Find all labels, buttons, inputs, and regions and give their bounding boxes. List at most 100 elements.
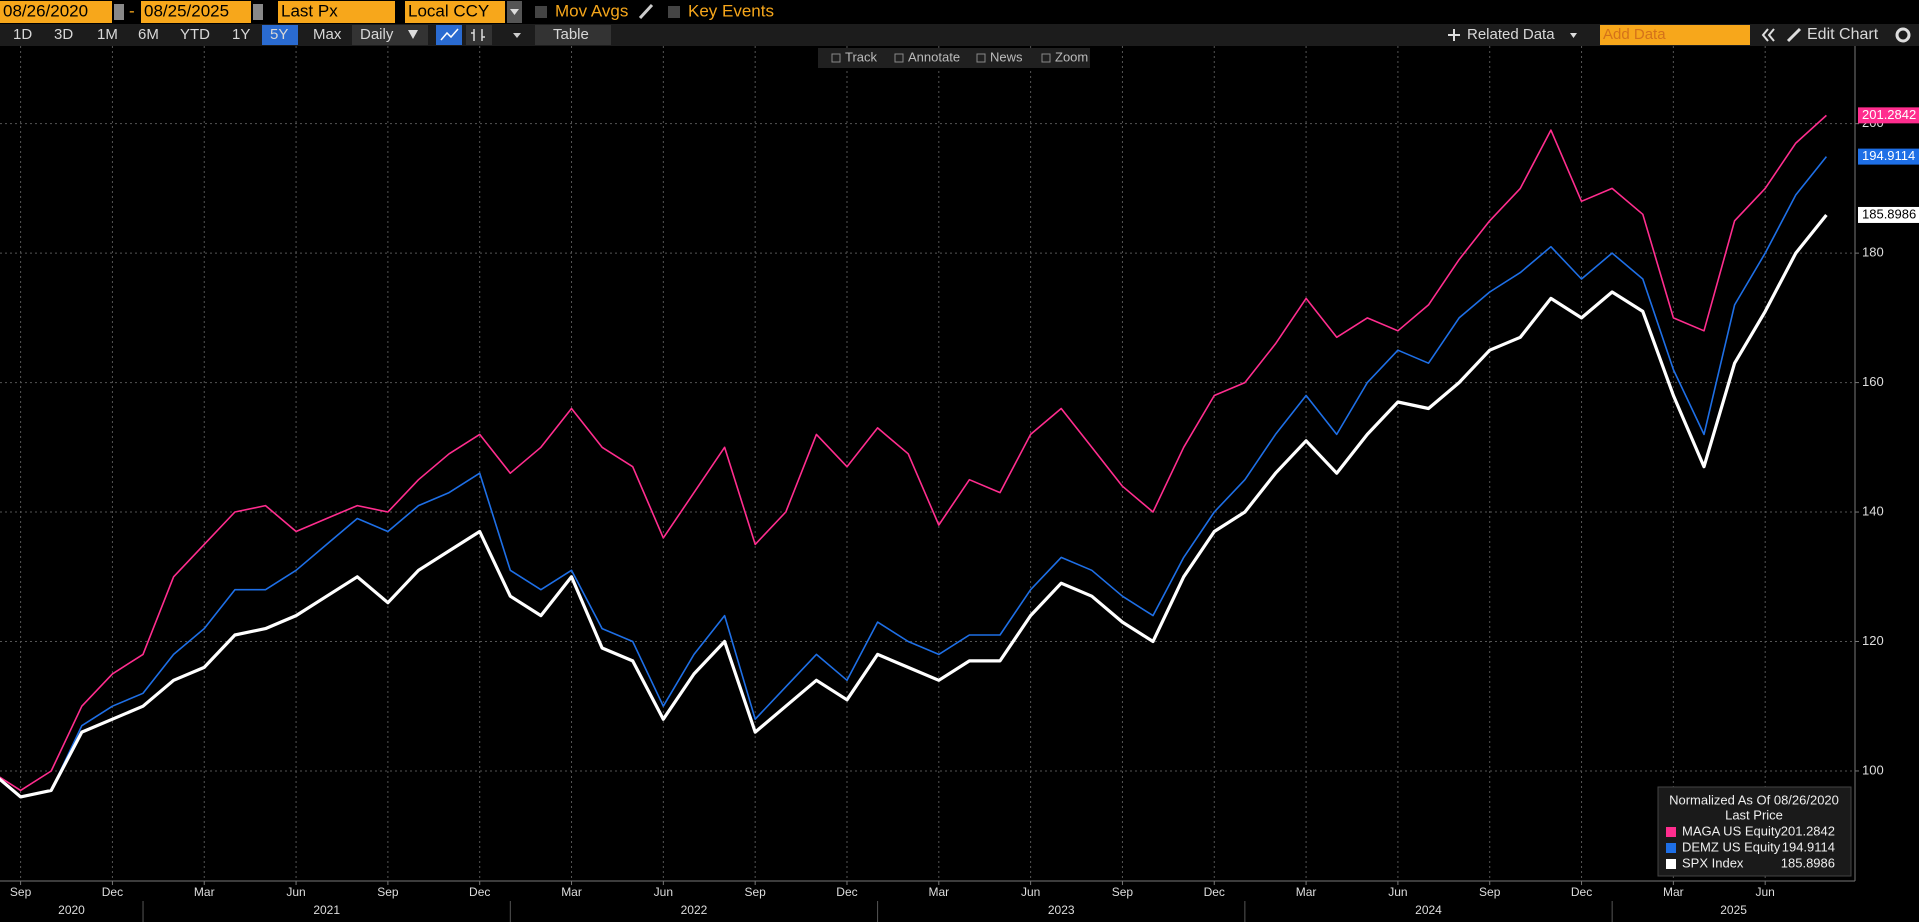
tool-icon — [894, 53, 904, 63]
plot-tool[interactable]: Annotate — [908, 49, 960, 64]
mov-avgs-checkbox[interactable] — [535, 6, 547, 18]
last-value-tags: 201.2842 194.9114 185.8986 — [1858, 107, 1919, 223]
line-icon — [440, 28, 459, 41]
plot-tool[interactable]: News — [990, 49, 1023, 64]
lines — [0, 114, 1828, 799]
x-tick-label: Jun — [286, 885, 305, 899]
x-tick-label: Mar — [194, 885, 215, 899]
x-tick-label: Dec — [1571, 885, 1592, 899]
x-tick-label: Sep — [1112, 885, 1134, 899]
collapse-icon[interactable] — [1761, 28, 1775, 42]
ohlc-icon — [471, 29, 485, 41]
field: Last Px — [281, 1, 338, 20]
dropdown-arrow[interactable] — [513, 33, 521, 38]
last-value-tag — [1858, 206, 1919, 223]
legend-name: DEMZ US Equity — [1682, 839, 1781, 854]
range-button[interactable]: 6M — [138, 26, 159, 43]
legend-subtitle: Last Price — [1725, 807, 1783, 822]
last-value-label: 201.2842 — [1862, 107, 1916, 122]
year-label: 2025 — [1720, 903, 1747, 917]
x-tick-label: Mar — [1663, 885, 1684, 899]
tool-icon — [831, 53, 841, 63]
y-tick-label: 180 — [1862, 245, 1884, 260]
legend-swatch — [1666, 859, 1676, 869]
date-separator: - — [129, 1, 135, 20]
range-button[interactable]: 1Y — [232, 26, 250, 43]
calendar-icon[interactable] — [114, 4, 124, 20]
legend-title: Normalized As Of 08/26/2020 — [1669, 792, 1839, 807]
y-tick-label: 160 — [1862, 374, 1884, 389]
x-tick-label: Jun — [1756, 885, 1775, 899]
start-date-input[interactable] — [0, 1, 112, 23]
legend-swatch — [1666, 843, 1676, 853]
add-data: Add Data — [1603, 26, 1666, 43]
plot-tool[interactable]: Zoom — [1055, 49, 1088, 64]
end-date-input[interactable] — [141, 1, 251, 23]
x-tick-label: Dec — [836, 885, 857, 899]
mov-avgs: Mov Avgs — [555, 1, 628, 20]
series-line — [0, 213, 1828, 799]
legend-value: 185.8986 — [1781, 855, 1835, 870]
legend-swatch — [1666, 827, 1676, 837]
dropdown-arrow — [510, 9, 519, 15]
table: Table — [553, 26, 589, 43]
year-label: 2021 — [313, 903, 340, 917]
x-tick-label: Sep — [744, 885, 766, 899]
x-tick-label: Mar — [1296, 885, 1317, 899]
series-line — [0, 114, 1827, 792]
x-tick-label: Mar — [928, 885, 949, 899]
year-label: 2024 — [1415, 903, 1442, 917]
tool-icon — [1041, 53, 1051, 63]
related-data[interactable]: Related Data — [1467, 26, 1555, 43]
year-label: 2022 — [681, 903, 708, 917]
range-button[interactable]: 5Y — [270, 26, 288, 43]
x-tick-label: Sep — [10, 885, 32, 899]
x-tick-label: Sep — [377, 885, 399, 899]
y-tick-label: 120 — [1862, 633, 1884, 648]
x-tick-label: Dec — [1204, 885, 1225, 899]
x-tick-label: Dec — [469, 885, 490, 899]
x-tick-label: Mar — [561, 885, 582, 899]
y-tick-label: 100 — [1862, 762, 1884, 777]
pencil-icon[interactable] — [638, 3, 654, 20]
dropdown-arrow — [408, 30, 418, 39]
y-tick-label: 140 — [1862, 503, 1884, 518]
x-tick-label: Dec — [102, 885, 123, 899]
plot-toolbar — [818, 48, 1090, 68]
year-label: 2020 — [58, 903, 85, 917]
currency-input[interactable] — [405, 1, 505, 23]
frequency: Daily — [360, 26, 394, 43]
legend-value: 194.9114 — [1782, 839, 1835, 854]
x-tick-label: Jun — [1388, 885, 1407, 899]
range-button[interactable]: 1D — [13, 26, 32, 43]
legend — [1657, 786, 1852, 877]
x-tick-label: Jun — [654, 885, 673, 899]
calendar-icon[interactable] — [253, 4, 263, 20]
axes: 100120140160180200SepDecMarJunSepDecMarJ… — [10, 115, 1884, 922]
tool-icon — [976, 53, 986, 63]
last-value-tag — [1858, 148, 1919, 165]
end-date: 08/25/2025 — [144, 1, 229, 20]
last-value-tag — [1858, 107, 1919, 124]
x-tick-label: Sep — [1479, 885, 1501, 899]
pencil-icon — [1786, 27, 1802, 43]
key-events-checkbox[interactable] — [668, 6, 680, 18]
range-buttons: 1D 3D 1M 6M YTD 1Y 5Y Max — [13, 25, 342, 45]
range-button[interactable]: Max — [313, 26, 342, 43]
table-button[interactable] — [535, 25, 611, 45]
settings-icon[interactable] — [1895, 27, 1911, 43]
range-button[interactable]: 3D — [54, 26, 73, 43]
active-range[interactable] — [262, 25, 298, 45]
edit-chart[interactable]: Edit Chart — [1807, 26, 1879, 43]
field-input[interactable] — [278, 1, 395, 23]
key-events: Key Events — [688, 1, 774, 20]
legend-name: MAGA US Equity — [1682, 823, 1781, 838]
range-button[interactable]: 1M — [97, 26, 118, 43]
add-data-input[interactable] — [1600, 25, 1750, 45]
plot-tool[interactable]: Track — [845, 49, 878, 64]
range-button[interactable]: YTD — [180, 26, 210, 43]
bar-chart-icon[interactable] — [466, 25, 492, 45]
